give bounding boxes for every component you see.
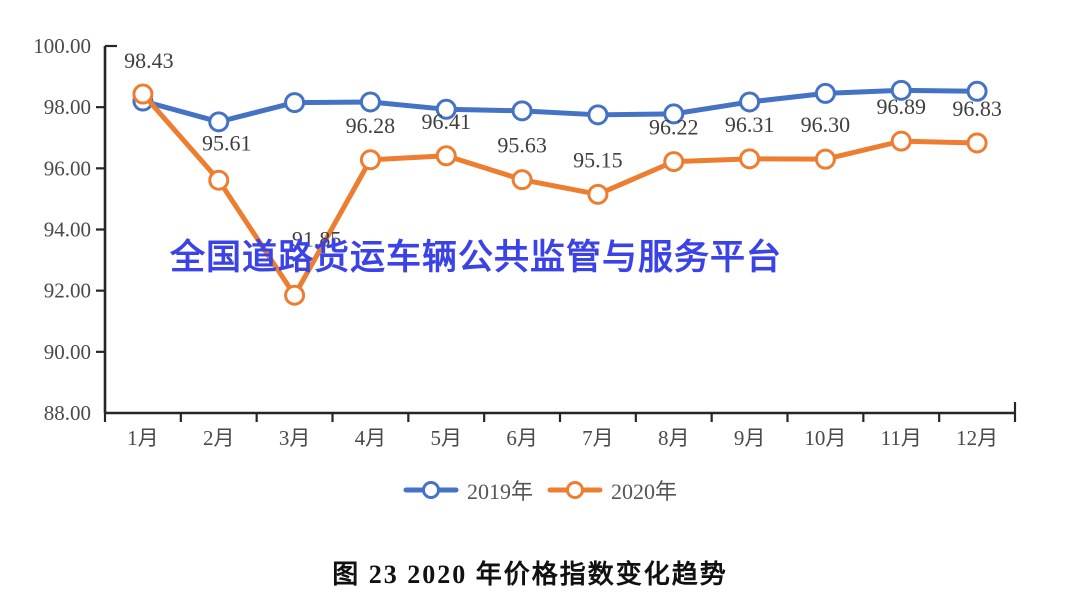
data-point-2019 bbox=[435, 98, 457, 120]
data-point-2020 bbox=[284, 284, 306, 306]
data-label: 91.85 bbox=[292, 226, 342, 251]
data-point-2020 bbox=[208, 169, 230, 191]
line-chart: 100.00 98.00 96.00 94.00 92.00 90.00 88.00 1月 2月… bbox=[33, 34, 1017, 450]
y-axis-label: 96.00 bbox=[44, 156, 91, 180]
x-axis-label: 5月 bbox=[431, 426, 463, 450]
x-axis-label: 7月 bbox=[582, 426, 614, 450]
x-axis-label: 8月 bbox=[658, 426, 690, 450]
x-axis-label: 3月 bbox=[279, 426, 311, 450]
y-axis-label: 98.00 bbox=[44, 95, 91, 119]
data-point-2019 bbox=[359, 91, 381, 113]
legend-marker-icon bbox=[403, 481, 459, 499]
data-label: 96.31 bbox=[725, 112, 775, 137]
figure-caption: 图 23 2020 年价格指数变化趋势 bbox=[332, 560, 728, 589]
series-line-2019 bbox=[140, 87, 980, 125]
y-axis-label: 94.00 bbox=[44, 218, 91, 242]
data-point-2019 bbox=[587, 104, 609, 126]
x-axis-label: 12月 bbox=[956, 426, 998, 450]
data-label: 96.28 bbox=[346, 113, 396, 138]
x-axis-label: 1月 bbox=[127, 426, 159, 450]
data-point-2020 bbox=[511, 169, 533, 191]
x-axis-label: 9月 bbox=[734, 426, 766, 450]
data-point-2019 bbox=[511, 100, 533, 122]
data-point-2020 bbox=[890, 130, 912, 152]
data-label: 96.41 bbox=[422, 109, 472, 134]
data-point-2020 bbox=[966, 132, 988, 154]
data-point-2019 bbox=[739, 91, 761, 113]
data-point-2019 bbox=[966, 80, 988, 102]
series-line-2020 bbox=[140, 91, 980, 298]
data-point-2019 bbox=[208, 111, 230, 133]
x-axis-label: 2月 bbox=[203, 426, 235, 450]
data-label: 96.22 bbox=[649, 115, 699, 140]
data-point-2020 bbox=[739, 148, 761, 170]
data-point-2020 bbox=[132, 83, 154, 105]
data-point-2020 bbox=[814, 148, 836, 170]
data-label: 95.15 bbox=[573, 147, 623, 172]
x-axis-label: 11月 bbox=[881, 426, 922, 450]
y-axis-label: 100.00 bbox=[33, 34, 91, 58]
watermark-text: 全国道路货运车辆公共监管与服务平台 bbox=[170, 238, 783, 278]
data-point-2019 bbox=[814, 82, 836, 104]
legend-label: 2019年 bbox=[466, 479, 533, 504]
data-point-2020 bbox=[663, 151, 685, 173]
x-axis-label: 6月 bbox=[506, 426, 538, 450]
data-point-2019 bbox=[663, 103, 685, 125]
y-axis-label: 90.00 bbox=[44, 340, 91, 364]
data-point-2020 bbox=[435, 145, 457, 167]
data-label: 98.43 bbox=[124, 48, 174, 73]
x-axis-label: 10月 bbox=[804, 426, 846, 450]
data-label: 96.30 bbox=[801, 112, 851, 137]
y-axis-label: 88.00 bbox=[44, 401, 91, 425]
data-point-2020 bbox=[359, 149, 381, 171]
legend-marker-icon bbox=[547, 481, 603, 499]
legend-label: 2020年 bbox=[611, 479, 678, 504]
data-label: 95.63 bbox=[497, 133, 547, 158]
y-axis-label: 92.00 bbox=[44, 279, 91, 303]
data-label: 96.89 bbox=[877, 94, 927, 119]
x-axis-label: 4月 bbox=[355, 426, 387, 450]
data-label: 95.61 bbox=[202, 130, 252, 155]
data-point-2019 bbox=[890, 79, 912, 101]
legend-item-2020: 2020年 bbox=[547, 474, 677, 506]
legend-item-2019: 2019年 bbox=[403, 474, 533, 506]
data-point-2020 bbox=[587, 183, 609, 205]
data-point-2019 bbox=[284, 92, 306, 114]
chart-legend: 2019年 2020年 bbox=[0, 474, 1080, 506]
data-label: 96.83 bbox=[952, 96, 1002, 121]
